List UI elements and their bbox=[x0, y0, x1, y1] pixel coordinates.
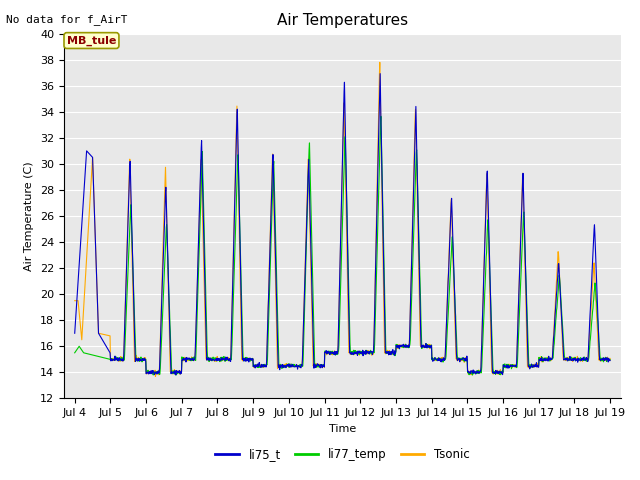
Tsonic bbox=[71, 298, 79, 303]
Tsonic bbox=[152, 373, 159, 379]
li75_t bbox=[376, 71, 384, 76]
Tsonic bbox=[606, 356, 614, 361]
Text: MB_tule: MB_tule bbox=[67, 36, 116, 46]
li77_temp bbox=[543, 355, 551, 361]
Legend: li75_t, li77_temp, Tsonic: li75_t, li77_temp, Tsonic bbox=[211, 443, 474, 466]
X-axis label: Time: Time bbox=[329, 424, 356, 433]
li77_temp bbox=[190, 354, 198, 360]
Line: li75_t: li75_t bbox=[75, 73, 610, 375]
Y-axis label: Air Temperature (C): Air Temperature (C) bbox=[24, 161, 35, 271]
li75_t bbox=[71, 330, 79, 336]
li75_t bbox=[606, 358, 614, 363]
li75_t bbox=[496, 368, 504, 374]
li77_temp bbox=[426, 345, 434, 351]
li75_t bbox=[543, 356, 551, 361]
li75_t bbox=[250, 362, 258, 368]
Line: Tsonic: Tsonic bbox=[75, 62, 610, 376]
li77_temp bbox=[71, 350, 79, 356]
li77_temp bbox=[377, 113, 385, 119]
Tsonic bbox=[426, 342, 434, 348]
li77_temp bbox=[606, 357, 614, 363]
li75_t bbox=[177, 371, 185, 376]
li75_t bbox=[426, 344, 434, 349]
Tsonic bbox=[376, 60, 383, 65]
Tsonic bbox=[250, 365, 258, 371]
Line: li77_temp: li77_temp bbox=[75, 116, 610, 375]
li77_temp bbox=[496, 369, 504, 374]
Text: No data for f_AirT: No data for f_AirT bbox=[6, 14, 128, 25]
li77_temp bbox=[177, 370, 185, 375]
Tsonic bbox=[543, 357, 551, 363]
li75_t bbox=[190, 357, 198, 363]
li77_temp bbox=[250, 363, 258, 369]
Tsonic bbox=[177, 368, 185, 373]
Title: Air Temperatures: Air Temperatures bbox=[277, 13, 408, 28]
Tsonic bbox=[496, 371, 504, 376]
Tsonic bbox=[190, 357, 198, 363]
li77_temp bbox=[172, 372, 180, 378]
li75_t bbox=[172, 372, 180, 378]
